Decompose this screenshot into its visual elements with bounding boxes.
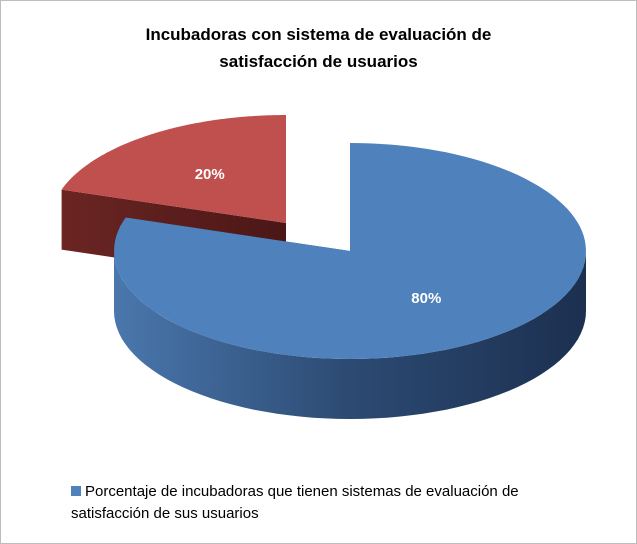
slice bbox=[114, 143, 586, 359]
chart-title: Incubadoras con sistema de evaluación de… bbox=[145, 25, 492, 71]
legend-label: Porcentaje de incubadoras que tienen sis… bbox=[71, 483, 519, 522]
slice-wall bbox=[114, 251, 586, 419]
data-label: 20% bbox=[195, 166, 225, 183]
slice bbox=[61, 115, 286, 223]
plot: 20% 80% bbox=[61, 115, 586, 419]
legend-key bbox=[71, 486, 81, 496]
data-label: 80% bbox=[411, 290, 441, 307]
legend: Porcentaje de incubadoras que tienen sis… bbox=[71, 481, 551, 525]
